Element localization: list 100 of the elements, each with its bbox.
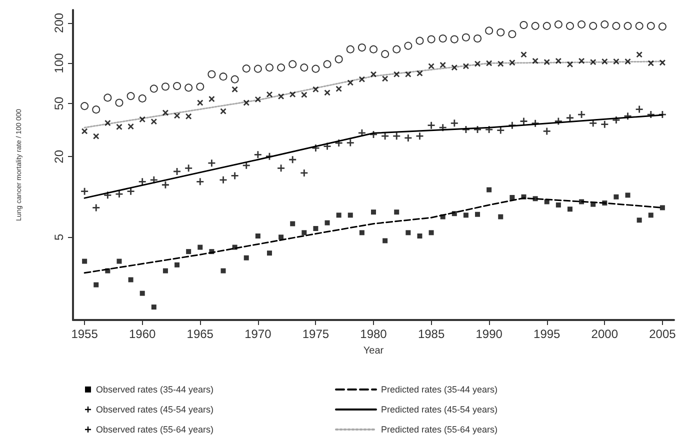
point	[450, 35, 458, 44]
point	[301, 92, 308, 98]
point	[381, 50, 390, 58]
point	[126, 92, 135, 100]
point	[358, 129, 366, 136]
point	[324, 142, 331, 150]
point	[312, 86, 319, 92]
point	[498, 214, 504, 220]
legend-label: Observed rates (35-44 years)	[96, 384, 214, 394]
point	[230, 75, 239, 84]
point	[416, 70, 423, 76]
point	[406, 230, 411, 236]
point	[255, 233, 260, 238]
point	[659, 60, 666, 66]
point	[346, 45, 354, 54]
point	[648, 212, 654, 218]
point	[323, 60, 332, 68]
point	[358, 44, 366, 52]
point	[162, 110, 168, 116]
x-tick-label: 1965	[186, 327, 214, 341]
point	[660, 205, 665, 210]
point	[335, 140, 342, 146]
point	[531, 22, 540, 30]
x-tick-label: 1995	[534, 327, 561, 341]
point	[646, 22, 655, 30]
point	[173, 82, 182, 90]
point	[140, 290, 145, 296]
point	[554, 20, 562, 28]
point	[265, 64, 274, 72]
point	[440, 62, 446, 68]
point	[428, 63, 434, 70]
point	[544, 199, 550, 204]
point	[567, 61, 573, 68]
point	[289, 156, 296, 164]
point	[392, 45, 401, 54]
point	[302, 230, 307, 236]
point	[382, 76, 388, 82]
point	[220, 108, 226, 114]
point	[220, 268, 226, 274]
point	[208, 96, 215, 102]
point	[647, 111, 654, 118]
point	[658, 22, 666, 31]
point	[115, 98, 124, 107]
point	[578, 20, 586, 28]
point	[266, 250, 272, 256]
point	[394, 210, 400, 215]
point	[162, 181, 169, 188]
point	[520, 118, 528, 125]
x-tick-label: 1980	[360, 327, 388, 341]
point	[300, 169, 308, 176]
legend-label: Predicted rates (35-44 years)	[381, 384, 498, 394]
point	[290, 221, 296, 226]
point	[614, 194, 619, 200]
point	[151, 304, 156, 310]
point	[266, 91, 272, 98]
point	[346, 139, 354, 146]
x-tick-label: 1975	[302, 327, 330, 341]
point	[94, 282, 99, 288]
point	[116, 190, 123, 198]
point	[92, 204, 100, 212]
point	[184, 84, 193, 92]
point	[92, 106, 100, 114]
point	[521, 194, 526, 200]
point	[578, 58, 585, 64]
point	[150, 176, 158, 184]
y-tick-label: 20	[52, 150, 66, 164]
point	[463, 212, 468, 218]
point	[486, 187, 492, 192]
legend-label: Observed rates (45-54 years)	[96, 404, 214, 414]
point	[404, 134, 412, 142]
legend-label: Predicted rates (55-64 years)	[381, 424, 498, 434]
point	[93, 133, 100, 140]
point	[208, 70, 216, 78]
point	[450, 120, 458, 127]
point	[81, 188, 88, 195]
point	[243, 100, 250, 106]
point	[197, 100, 204, 106]
point	[219, 72, 228, 81]
point	[496, 28, 505, 36]
point	[220, 176, 227, 184]
point	[370, 45, 378, 54]
point	[474, 60, 480, 67]
point	[254, 96, 261, 102]
point	[242, 162, 250, 169]
point	[462, 63, 469, 70]
point	[508, 30, 516, 38]
point	[128, 124, 134, 130]
point	[520, 52, 527, 58]
point	[150, 118, 157, 125]
point	[278, 234, 284, 240]
point	[428, 122, 435, 129]
point	[138, 94, 146, 102]
point	[161, 82, 170, 91]
point	[104, 94, 112, 102]
point	[475, 212, 480, 217]
legend-label: Predicted rates (45-54 years)	[381, 404, 498, 414]
point	[625, 192, 630, 198]
point	[370, 71, 376, 78]
point	[382, 132, 389, 140]
point	[636, 106, 643, 113]
